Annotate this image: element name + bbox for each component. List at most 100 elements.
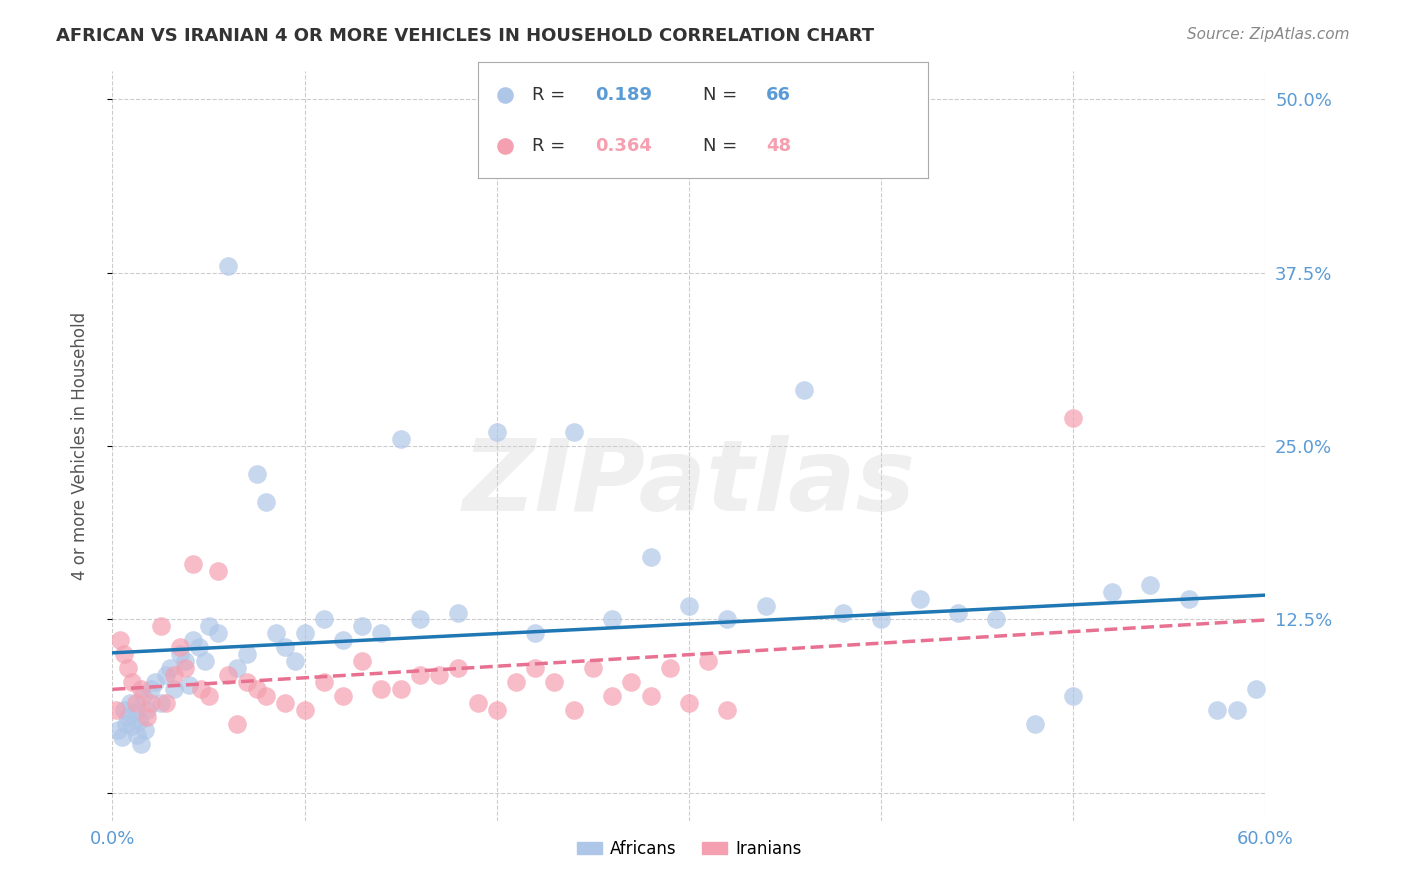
Point xyxy=(112,703,135,717)
Point xyxy=(467,696,489,710)
Point xyxy=(254,494,277,508)
Point xyxy=(112,647,135,661)
Point xyxy=(946,606,969,620)
Point xyxy=(370,681,392,696)
Point xyxy=(163,668,186,682)
Point xyxy=(207,626,229,640)
Point xyxy=(117,661,139,675)
Point xyxy=(332,689,354,703)
Point xyxy=(226,661,249,675)
Point xyxy=(986,612,1008,626)
Point xyxy=(118,696,141,710)
Point xyxy=(1206,703,1229,717)
Point xyxy=(793,384,815,398)
Point xyxy=(127,728,149,742)
Point xyxy=(115,716,138,731)
Point xyxy=(409,612,432,626)
Point xyxy=(658,661,681,675)
Point xyxy=(494,139,516,153)
Point xyxy=(188,640,211,655)
Point xyxy=(139,696,162,710)
Point xyxy=(143,674,166,689)
Text: 0.364: 0.364 xyxy=(595,136,652,154)
Point xyxy=(274,696,297,710)
Point xyxy=(716,703,738,717)
Point xyxy=(217,668,239,682)
Point xyxy=(352,654,374,668)
Point xyxy=(136,709,159,723)
Point xyxy=(107,723,129,738)
Point xyxy=(136,703,159,717)
Text: ZIPatlas: ZIPatlas xyxy=(463,435,915,532)
Point xyxy=(105,703,128,717)
Y-axis label: 4 or more Vehicles in Household: 4 or more Vehicles in Household xyxy=(70,312,89,580)
Point xyxy=(132,689,155,703)
Point xyxy=(217,259,239,273)
Point xyxy=(543,674,565,689)
Point xyxy=(908,591,931,606)
Point xyxy=(1226,703,1249,717)
Point xyxy=(181,633,204,648)
Point xyxy=(134,723,156,738)
Point xyxy=(264,626,287,640)
Point xyxy=(524,661,547,675)
Point xyxy=(163,681,186,696)
Text: Source: ZipAtlas.com: Source: ZipAtlas.com xyxy=(1187,27,1350,42)
Point xyxy=(447,606,470,620)
Point xyxy=(494,87,516,102)
Point xyxy=(174,661,197,675)
Point xyxy=(447,661,470,675)
Point xyxy=(155,696,177,710)
Point xyxy=(246,467,269,481)
Point xyxy=(600,689,623,703)
Point xyxy=(332,633,354,648)
Text: 0.189: 0.189 xyxy=(595,86,652,103)
Point xyxy=(1062,689,1084,703)
Point xyxy=(121,719,143,733)
Point xyxy=(129,681,153,696)
Point xyxy=(485,425,508,439)
Point xyxy=(236,674,259,689)
Point xyxy=(582,661,605,675)
Point xyxy=(678,599,700,613)
Point xyxy=(207,564,229,578)
Point xyxy=(485,703,508,717)
Point xyxy=(294,626,316,640)
Point xyxy=(181,557,204,571)
Point xyxy=(124,696,146,710)
Point xyxy=(169,647,191,661)
Point xyxy=(409,668,432,682)
Point xyxy=(524,626,547,640)
Point xyxy=(179,678,201,692)
Point xyxy=(427,668,450,682)
Text: R =: R = xyxy=(531,86,571,103)
Point xyxy=(562,425,585,439)
Point xyxy=(236,647,259,661)
Point xyxy=(389,681,412,696)
Text: N =: N = xyxy=(703,136,742,154)
Point xyxy=(1244,681,1267,696)
Point xyxy=(194,654,217,668)
Point xyxy=(352,619,374,633)
Point xyxy=(1177,591,1199,606)
Point xyxy=(389,432,412,446)
Point xyxy=(174,654,197,668)
Point xyxy=(312,674,335,689)
Legend: Africans, Iranians: Africans, Iranians xyxy=(569,833,808,864)
Point xyxy=(149,696,172,710)
Point xyxy=(190,681,212,696)
Text: R =: R = xyxy=(531,136,571,154)
Point xyxy=(197,689,219,703)
Point xyxy=(370,626,392,640)
Point xyxy=(755,599,778,613)
Point xyxy=(128,714,150,728)
Point xyxy=(831,606,853,620)
Point xyxy=(139,681,162,696)
Point xyxy=(716,612,738,626)
Text: 48: 48 xyxy=(766,136,792,154)
Point xyxy=(562,703,585,717)
Point xyxy=(129,737,153,751)
Point xyxy=(121,674,143,689)
Point xyxy=(124,706,146,720)
Point xyxy=(197,619,219,633)
